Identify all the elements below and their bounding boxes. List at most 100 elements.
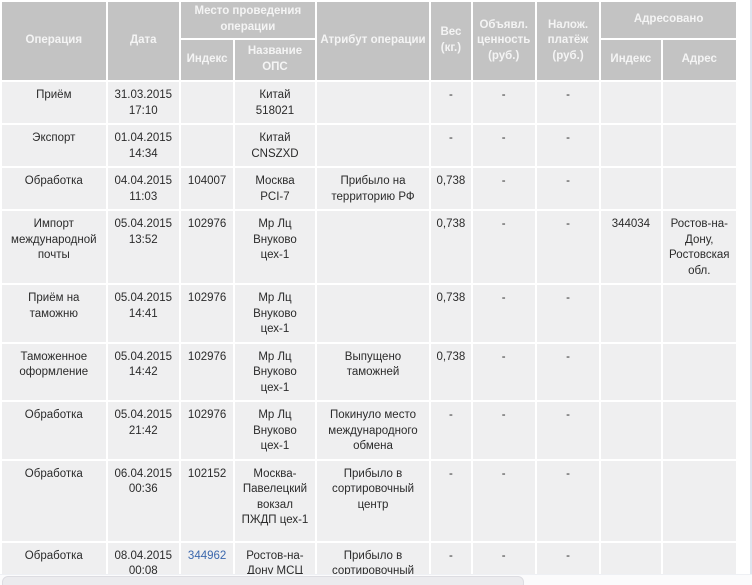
cell-operation: Импорт международной почты	[2, 211, 106, 284]
cell-addressed-address	[662, 168, 736, 210]
cell-attribute	[316, 125, 430, 167]
cell-declared-value: -	[472, 211, 535, 284]
cell-place-name: Мр Лц Внуково цех-1	[235, 285, 315, 342]
cell-addressed-index	[601, 402, 661, 459]
cell-place-index: 102152	[180, 460, 234, 541]
cell-addressed-address	[662, 402, 736, 459]
cell-declared-value: -	[472, 402, 535, 459]
cell-addressed-address: Ростов-на-Дону, Ростовская обл.	[662, 211, 736, 284]
cell-place-index: 104007	[180, 168, 234, 210]
header-weight: Вес (кг.)	[431, 2, 471, 80]
cell-cod: -	[536, 460, 600, 541]
header-place-index: Индекс	[180, 40, 234, 80]
header-cod: Налож. платёж (руб.)	[536, 2, 600, 80]
cell-place-index: 102976	[180, 211, 234, 284]
cell-weight: -	[431, 402, 471, 459]
cell-place-name: Китай 518021	[235, 82, 315, 124]
cell-weight: 0,738	[431, 343, 471, 401]
header-attribute: Атрибут операции	[316, 2, 430, 80]
cell-cod: -	[536, 343, 600, 401]
table-row: Таможенное оформление 05.04.2015 14:42 1…	[2, 343, 736, 401]
cell-addressed-index	[601, 82, 661, 124]
cell-place-index: 102976	[180, 343, 234, 401]
table-row: Импорт международной почты 05.04.2015 13…	[2, 211, 736, 284]
cell-declared-value: -	[472, 82, 535, 124]
cell-operation: Обработка	[2, 402, 106, 459]
cell-place-index: 102976	[180, 285, 234, 342]
cell-place-index	[180, 82, 234, 124]
table-row: Экспорт 01.04.2015 14:34 Китай CNSZXD - …	[2, 125, 736, 167]
cell-attribute: Прибыло на территорию РФ	[316, 168, 430, 210]
cell-cod: -	[536, 168, 600, 210]
cell-addressed-index	[601, 168, 661, 210]
cell-addressed-address	[662, 460, 736, 541]
cell-addressed-index	[601, 125, 661, 167]
table-row: Приём 31.03.2015 17:10 Китай 518021 - - …	[2, 82, 736, 124]
cell-operation: Экспорт	[2, 125, 106, 167]
cell-place-name: Москва-Павелецкий вокзал ПЖДП цех-1	[235, 460, 315, 541]
table-row: Приём на таможню 05.04.2015 14:41 102976…	[2, 285, 736, 342]
cell-attribute	[316, 82, 430, 124]
cell-weight: -	[431, 125, 471, 167]
cell-place-index: 102976	[180, 402, 234, 459]
cell-place-name: Мр Лц Внуково цех-1	[235, 343, 315, 401]
cell-place-name: Москва PCI-7	[235, 168, 315, 210]
table-row: Обработка 06.04.2015 00:36 102152 Москва…	[2, 460, 736, 541]
cell-operation: Обработка	[2, 168, 106, 210]
header-addressed-index: Индекс	[601, 40, 661, 80]
header-addressed-address: Адрес	[662, 40, 736, 80]
cell-operation: Приём на таможню	[2, 285, 106, 342]
cell-addressed-index: 344034	[601, 211, 661, 284]
cell-cod: -	[536, 402, 600, 459]
cell-weight: 0,738	[431, 285, 471, 342]
header-place-name: Название ОПС	[235, 40, 315, 80]
cell-operation: Таможенное оформление	[2, 343, 106, 401]
cell-declared-value: -	[472, 285, 535, 342]
cell-place-index	[180, 125, 234, 167]
cell-attribute: Выпущено таможней	[316, 343, 430, 401]
cell-date: 01.04.2015 14:34	[107, 125, 179, 167]
cell-declared-value: -	[472, 460, 535, 541]
cell-addressed-index	[601, 343, 661, 401]
cell-addressed-address	[662, 285, 736, 342]
cell-weight: -	[431, 82, 471, 124]
cell-addressed-address	[662, 125, 736, 167]
cell-weight: 0,738	[431, 168, 471, 210]
cell-date: 05.04.2015 14:41	[107, 285, 179, 342]
cell-place-name: Мр Лц Внуково цех-1	[235, 402, 315, 459]
cell-cod: -	[536, 285, 600, 342]
cell-cod: -	[536, 125, 600, 167]
cell-operation: Обработка	[2, 460, 106, 541]
place-index-link[interactable]: 344962	[187, 549, 227, 562]
header-operation: Операция	[2, 2, 106, 80]
horizontal-scrollbar[interactable]	[0, 574, 752, 585]
cell-place-name: Китай CNSZXD	[235, 125, 315, 167]
cell-attribute	[316, 285, 430, 342]
cell-date: 05.04.2015 13:52	[107, 211, 179, 284]
cell-declared-value: -	[472, 343, 535, 401]
cell-date: 04.04.2015 11:03	[107, 168, 179, 210]
cell-declared-value: -	[472, 125, 535, 167]
header-place-group: Место проведения операции	[180, 2, 315, 38]
header-date: Дата	[107, 2, 179, 80]
cell-place-name: Мр Лц Внуково цех-1	[235, 211, 315, 284]
cell-date: 31.03.2015 17:10	[107, 82, 179, 124]
cell-addressed-address	[662, 82, 736, 124]
cell-attribute	[316, 211, 430, 284]
cell-cod: -	[536, 82, 600, 124]
cell-attribute: Прибыло в сортировочный центр	[316, 460, 430, 541]
cell-date: 05.04.2015 21:42	[107, 402, 179, 459]
cell-operation: Приём	[2, 82, 106, 124]
cell-date: 06.04.2015 00:36	[107, 460, 179, 541]
table-row: Обработка 04.04.2015 11:03 104007 Москва…	[2, 168, 736, 210]
horizontal-scrollbar-thumb[interactable]	[2, 576, 524, 585]
cell-addressed-index	[601, 460, 661, 541]
table-row: Обработка 05.04.2015 21:42 102976 Мр Лц …	[2, 402, 736, 459]
cell-addressed-index	[601, 285, 661, 342]
cell-cod: -	[536, 211, 600, 284]
cell-date: 05.04.2015 14:42	[107, 343, 179, 401]
cell-declared-value: -	[472, 168, 535, 210]
cell-addressed-address	[662, 343, 736, 401]
